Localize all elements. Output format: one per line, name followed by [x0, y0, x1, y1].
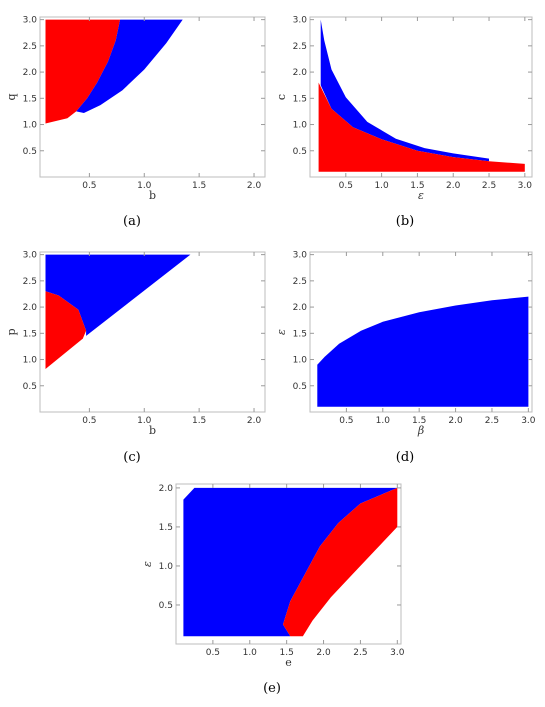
plot-frame — [175, 483, 402, 645]
x-tick-label: 2.5 — [485, 416, 499, 426]
x-axis-label: e — [285, 656, 292, 669]
plot-frame — [309, 16, 533, 178]
x-tick-label: 1.5 — [279, 648, 293, 658]
x-tick-label: 1.0 — [137, 181, 152, 191]
x-tick-label: 1.5 — [410, 181, 424, 191]
y-tick-label: 2.0 — [293, 68, 308, 78]
x-tick-label: 0.5 — [82, 181, 96, 191]
y-axis-label: ε — [275, 329, 288, 335]
panel-caption: (e) — [263, 681, 281, 696]
x-tick-label: 0.5 — [82, 416, 96, 426]
x-tick-label: 3.0 — [521, 416, 536, 426]
panel-e: 0.5 1.0 1.5 2.0 2.5 3.0 0.5 1.0 1.5 2.0 e ε (e) — [141, 483, 405, 696]
y-tick-label: 1.0 — [159, 562, 174, 572]
y-tick-label: 0.5 — [159, 601, 173, 611]
x-tick-label: 3.0 — [518, 181, 533, 191]
x-tick-label: 2.0 — [446, 181, 461, 191]
panel-caption: (b) — [396, 214, 414, 229]
panel-d: 0.5 1.0 1.5 2.0 2.5 3.0 0.5 1.0 1.5 2.0 2.5 3.0 β ε (d… — [275, 251, 536, 465]
y-tick-label: 2.5 — [293, 277, 307, 287]
y-tick-label: 1.5 — [23, 94, 37, 104]
x-tick-label: 2.0 — [247, 416, 262, 426]
y-tick-label: 3.0 — [293, 16, 308, 26]
y-tick-label: 1.5 — [159, 523, 173, 533]
region-red — [45, 291, 87, 369]
region-blue — [45, 254, 191, 336]
panel-caption: (a) — [123, 214, 141, 229]
y-tick-label: 1.5 — [293, 94, 307, 104]
x-tick-label: 1.5 — [412, 416, 426, 426]
region-blue — [76, 19, 183, 114]
x-tick-label: 2.0 — [448, 416, 463, 426]
x-tick-label: 2.5 — [482, 181, 496, 191]
y-tick-label: 0.5 — [23, 147, 37, 157]
y-tick-label: 0.5 — [293, 382, 307, 392]
region-blue — [317, 296, 529, 407]
y-tick-label: 1.0 — [23, 121, 38, 131]
region-red — [45, 19, 121, 124]
y-tick-label: 2.0 — [159, 484, 174, 494]
x-axis-label: β — [417, 424, 424, 437]
x-tick-label: 0.5 — [339, 416, 353, 426]
y-tick-label: 2.5 — [293, 42, 307, 52]
x-axis-label: ε — [418, 189, 424, 202]
y-tick-label: 2.0 — [293, 303, 308, 313]
panel-caption: (c) — [123, 450, 140, 465]
x-tick-label: 3.0 — [390, 648, 405, 658]
y-tick-label: 0.5 — [23, 382, 37, 392]
region-red — [283, 487, 398, 637]
x-tick-label: 1.0 — [374, 181, 389, 191]
y-tick-label: 1.0 — [23, 356, 38, 366]
y-tick-label: 3.0 — [293, 251, 308, 261]
y-tick-label: 0.5 — [293, 147, 307, 157]
y-tick-label: 2.0 — [23, 68, 38, 78]
x-tick-label: 2.5 — [353, 648, 367, 658]
panel-b: 0.5 1.0 1.5 2.0 2.5 3.0 0.5 1.0 1.5 2.0 2.5 3.0 ε c (b… — [275, 16, 533, 229]
x-tick-label: 1.5 — [192, 416, 206, 426]
y-tick-label: 1.5 — [293, 329, 307, 339]
y-axis-label: q — [5, 93, 18, 100]
y-tick-label: 1.5 — [23, 329, 37, 339]
x-tick-label: 2.0 — [316, 648, 331, 658]
x-tick-label: 1.0 — [137, 416, 152, 426]
plot-frame — [39, 251, 266, 413]
y-tick-label: 2.0 — [23, 303, 38, 313]
region-red — [318, 82, 525, 172]
x-tick-label: 0.5 — [339, 181, 353, 191]
region-blue — [320, 19, 489, 162]
x-tick-label: 1.0 — [376, 416, 391, 426]
x-tick-label: 1.5 — [192, 181, 206, 191]
y-axis-label: ε — [141, 561, 154, 567]
x-tick-label: 2.0 — [247, 181, 262, 191]
x-tick-label: 1.0 — [243, 648, 258, 658]
panel-caption: (d) — [396, 450, 414, 465]
y-tick-label: 1.0 — [293, 356, 308, 366]
panel-a: 0.5 1.0 1.5 2.0 0.5 1.0 1.5 2.0 2.5 3.0 b q (a) — [5, 16, 266, 229]
y-tick-label: 3.0 — [23, 251, 38, 261]
y-tick-label: 1.0 — [293, 121, 308, 131]
y-axis-label: p — [5, 328, 18, 335]
plot-frame — [309, 251, 533, 413]
panel-c: 0.5 1.0 1.5 2.0 0.5 1.0 1.5 2.0 2.5 3.0 b p (c) — [5, 251, 266, 465]
y-axis-label: c — [275, 94, 288, 100]
y-tick-label: 3.0 — [23, 16, 38, 26]
y-tick-label: 2.5 — [23, 42, 37, 52]
x-tick-label: 0.5 — [206, 648, 220, 658]
x-axis-label: b — [149, 424, 156, 437]
y-tick-label: 2.5 — [23, 277, 37, 287]
plot-frame — [39, 16, 266, 178]
x-axis-label: b — [149, 189, 156, 202]
region-blue — [183, 487, 398, 637]
